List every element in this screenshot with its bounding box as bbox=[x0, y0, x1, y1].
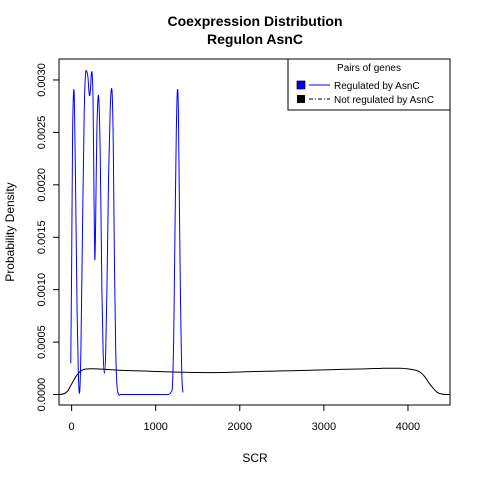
x-tick-label: 3000 bbox=[312, 421, 336, 433]
x-tick-label: 4000 bbox=[396, 421, 420, 433]
series-line-regulated bbox=[70, 69, 184, 396]
x-axis-title: SCR bbox=[242, 451, 268, 465]
x-tick-label: 0 bbox=[69, 421, 75, 433]
legend-label-regulated: Regulated by AsnC bbox=[334, 81, 420, 92]
series-line-not-regulated bbox=[58, 367, 451, 396]
y-axis: 0.0000 0.0005 0.0010 0.0015 0.0020 0.0025 0.00… bbox=[36, 63, 59, 411]
legend-title: Pairs of genes bbox=[337, 63, 401, 74]
plot-frame bbox=[58, 58, 451, 406]
y-tick-label: 0.0025 bbox=[36, 116, 48, 150]
legend-swatch-regulated bbox=[296, 80, 306, 90]
x-tick-label: 2000 bbox=[228, 421, 252, 433]
legend-entry-not-regulated: Not regulated by AsnC bbox=[297, 95, 434, 106]
y-tick-label: 0.0000 bbox=[36, 378, 48, 412]
legend-label-not-regulated: Not regulated by AsnC bbox=[334, 95, 434, 106]
chart-subtitle: Regulon AsnC bbox=[207, 31, 303, 47]
y-tick-label: 0.0020 bbox=[36, 168, 48, 202]
y-axis-title: Probability Density bbox=[3, 182, 17, 281]
series-layer bbox=[58, 69, 451, 396]
y-tick-label: 0.0030 bbox=[36, 63, 48, 97]
legend-entry-regulated: Regulated by AsnC bbox=[296, 80, 420, 92]
y-tick-label: 0.0010 bbox=[36, 273, 48, 307]
legend-swatch-not-regulated bbox=[297, 95, 305, 103]
chart-title: Coexpression Distribution bbox=[167, 13, 342, 29]
x-axis: 0 1000 2000 3000 4000 bbox=[69, 405, 420, 433]
y-tick-label: 0.0005 bbox=[36, 325, 48, 359]
legend: Pairs of genes Regulated by AsnC Not reg… bbox=[287, 58, 451, 111]
y-tick-label: 0.0015 bbox=[36, 220, 48, 254]
x-tick-label: 1000 bbox=[143, 421, 167, 433]
